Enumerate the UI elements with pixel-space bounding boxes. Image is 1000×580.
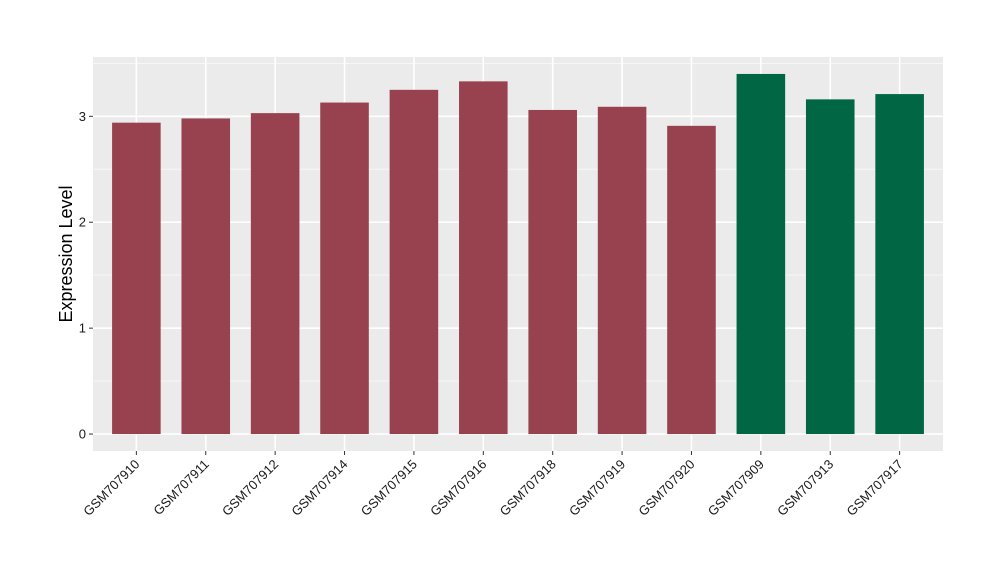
x-tick-label: GSM707918 [497,457,559,519]
bar-GSM707913 [805,99,855,435]
y-tick-label: 2 [79,215,86,230]
bar-GSM707919 [597,106,647,435]
x-tick-label: GSM707913 [774,457,836,519]
y-tick-label: 3 [79,109,86,124]
x-tick-label: GSM707919 [566,457,628,519]
x-tick-label: GSM707915 [358,457,420,519]
bar-GSM707918 [528,109,577,435]
x-tick-label: GSM707909 [705,457,767,519]
y-tick-label: 0 [79,427,86,442]
x-axis: GSM707910 GSM707911 GSM707912 GSM707914 GSM7… [80,451,906,519]
y-axis: 0 1 2 3 [79,109,93,442]
bars [112,73,924,435]
x-tick-label: GSM707914 [288,457,350,519]
bar-GSM707920 [667,125,716,435]
bar-GSM707909 [736,73,786,435]
y-tick-label: 1 [79,321,86,336]
bar-GSM707914 [320,102,369,435]
bar-GSM707912 [250,113,300,435]
bar-GSM707916 [459,81,508,435]
bar-GSM707911 [181,118,231,435]
x-tick-label: GSM707920 [635,457,697,519]
x-tick-label: GSM707911 [150,457,212,519]
bar-GSM707915 [389,89,439,435]
plot-panel [93,57,943,451]
x-tick-label: GSM707912 [219,457,281,519]
bar-GSM707917 [875,94,924,435]
bar-GSM707910 [112,122,161,435]
x-tick-label: GSM707910 [80,457,142,519]
x-tick-label: GSM707916 [427,457,489,519]
y-axis-title: Expression Level [56,185,76,322]
grid-minor [93,62,943,382]
x-tick-label: GSM707917 [844,457,906,519]
